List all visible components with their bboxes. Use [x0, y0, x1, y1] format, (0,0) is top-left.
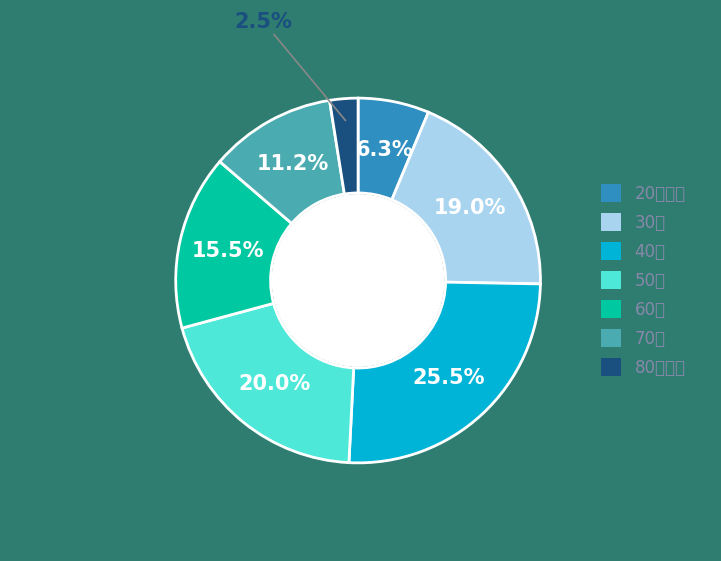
Wedge shape [329, 98, 358, 194]
Text: 25.5%: 25.5% [412, 368, 485, 388]
Wedge shape [358, 98, 428, 200]
Legend: 20代以下, 30代, 40代, 50代, 60代, 70代, 80代以上: 20代以下, 30代, 40代, 50代, 60代, 70代, 80代以上 [596, 180, 691, 381]
Text: 2.5%: 2.5% [234, 12, 345, 121]
Text: 19.0%: 19.0% [433, 198, 505, 218]
Text: 15.5%: 15.5% [192, 241, 265, 261]
Text: 11.2%: 11.2% [257, 154, 329, 174]
Text: 6.3%: 6.3% [355, 140, 413, 160]
Text: 20.0%: 20.0% [239, 374, 311, 394]
Wedge shape [176, 162, 292, 328]
Wedge shape [182, 304, 354, 463]
Wedge shape [392, 112, 541, 284]
Circle shape [273, 195, 444, 366]
Wedge shape [349, 282, 541, 463]
Wedge shape [220, 100, 345, 223]
